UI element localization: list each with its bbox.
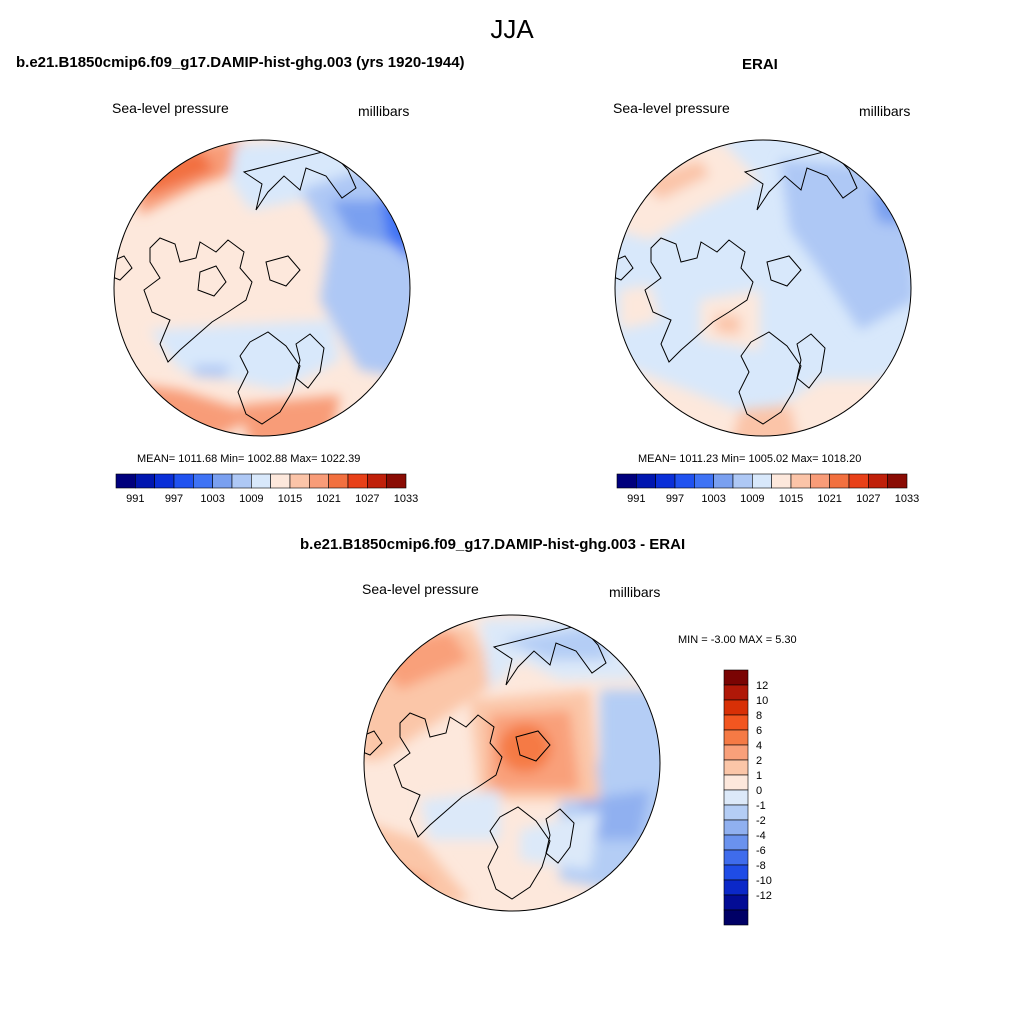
left-polar-map: [114, 140, 410, 436]
diff-colorbar-tick: -1: [756, 800, 766, 812]
right-polar-map: [615, 140, 911, 436]
diff-colorbar-tick: -10: [756, 875, 772, 887]
right-colorbar-tick: 1003: [701, 493, 725, 505]
diff-colorbar-box: [723, 819, 749, 836]
right-colorbar-box: [887, 473, 908, 489]
diff-polar-map: [364, 615, 660, 911]
diff-colorbar-tick: -8: [756, 860, 766, 872]
right-colorbar-box: [616, 473, 637, 489]
diff-colorbar-tick: 8: [756, 710, 762, 722]
diff-panel-title: b.e21.B1850cmip6.f09_g17.DAMIP-hist-ghg.…: [300, 536, 686, 553]
left-panel-title: b.e21.B1850cmip6.f09_g17.DAMIP-hist-ghg.…: [16, 54, 465, 71]
diff-colorbar-box: [723, 699, 749, 716]
right-colorbar-tick: 1027: [856, 493, 880, 505]
diff-colorbar-box: [723, 894, 749, 911]
diff-minmax: MIN = -3.00 MAX = 5.30: [678, 634, 797, 646]
right-panel-title: ERAI: [742, 56, 778, 73]
right-colorbar-box: [636, 473, 656, 489]
diff-colorbar-box: [723, 834, 749, 851]
diff-colorbar-tick: 0: [756, 785, 762, 797]
right-colorbar-tick: 991: [627, 493, 645, 505]
right-colorbar-box: [655, 473, 676, 489]
right-colorbar-tick: 1015: [779, 493, 803, 505]
left-colorbar-box: [367, 473, 387, 489]
diff-colorbar-box: [723, 789, 749, 806]
right-colorbar-box: [674, 473, 695, 489]
diff-colorbar-tick: 6: [756, 725, 762, 737]
diff-colorbar-tick: -4: [756, 830, 766, 842]
right-colorbar-box: [732, 473, 753, 489]
right-colorbar-box: [868, 473, 888, 489]
diff-colorbar-box: [723, 759, 749, 776]
right-colorbar: 991 997 1003 1009 1015 1021 1027 1033: [616, 473, 919, 505]
left-colorbar-tick: 1027: [355, 493, 379, 505]
left-colorbar-box: [115, 473, 136, 489]
left-colorbar-box: [251, 473, 271, 489]
diff-colorbar-box: [723, 804, 749, 821]
right-variable-label: Sea-level pressure: [613, 100, 730, 116]
left-colorbar-tick: 1015: [278, 493, 302, 505]
left-colorbar-box: [173, 473, 194, 489]
diff-units-label: millibars: [609, 584, 661, 600]
diff-colorbar-tick: 10: [756, 695, 768, 707]
right-colorbar-box: [829, 473, 850, 489]
left-variable-label: Sea-level pressure: [112, 100, 229, 116]
left-colorbar-tick: 991: [126, 493, 144, 505]
right-colorbar-box: [752, 473, 772, 489]
diff-colorbar-box: [723, 774, 749, 791]
right-colorbar-box: [713, 473, 734, 489]
right-colorbar-box: [771, 473, 792, 489]
left-colorbar-box: [309, 473, 329, 489]
left-colorbar-box: [154, 473, 175, 489]
left-colorbar-box: [193, 473, 213, 489]
right-units-label: millibars: [859, 103, 911, 119]
right-colorbar-box: [694, 473, 714, 489]
diff-colorbar-box: [723, 684, 749, 701]
right-colorbar-tick: 1021: [817, 493, 841, 505]
left-colorbar-tick: 1021: [316, 493, 340, 505]
left-stats: MEAN= 1011.68 Min= 1002.88 Max= 1022.39: [137, 453, 361, 465]
left-colorbar-box: [270, 473, 291, 489]
diff-colorbar-tick: 2: [756, 755, 762, 767]
left-colorbar-box: [347, 473, 368, 489]
right-colorbar-tick: 1033: [895, 493, 919, 505]
left-colorbar-box: [328, 473, 349, 489]
right-colorbar-box: [848, 473, 869, 489]
left-colorbar-tick: 1003: [200, 493, 224, 505]
left-colorbar-box: [231, 473, 252, 489]
diff-colorbar-tick: -2: [756, 815, 766, 827]
left-colorbar: 991 997 1003 1009 1015 1021 1027 1033: [115, 473, 418, 505]
diff-colorbar-box: [723, 729, 749, 746]
diff-colorbar-box: [723, 864, 749, 881]
diff-colorbar-box: [723, 714, 749, 731]
diff-colorbar-box: [723, 909, 749, 926]
left-colorbar-box: [289, 473, 310, 489]
diff-colorbar-tick: 12: [756, 680, 768, 692]
diff-colorbar-box: [723, 849, 749, 866]
left-colorbar-tick: 1009: [239, 493, 263, 505]
diff-colorbar-box: [723, 669, 749, 686]
diff-colorbar-tick: -12: [756, 890, 772, 902]
diff-colorbar-tick: 1: [756, 770, 762, 782]
figure-title: JJA: [490, 14, 534, 44]
right-stats: MEAN= 1011.23 Min= 1005.02 Max= 1018.20: [638, 453, 862, 465]
diff-colorbar-tick: -6: [756, 845, 766, 857]
left-units-label: millibars: [358, 103, 410, 119]
left-colorbar-tick: 997: [165, 493, 183, 505]
left-colorbar-tick: 1033: [394, 493, 418, 505]
diff-colorbar-tick: 4: [756, 740, 762, 752]
diff-colorbar-box: [723, 879, 749, 896]
right-colorbar-box: [790, 473, 811, 489]
left-colorbar-box: [212, 473, 233, 489]
left-colorbar-box: [135, 473, 155, 489]
diff-variable-label: Sea-level pressure: [362, 581, 479, 597]
right-colorbar-tick: 997: [666, 493, 684, 505]
right-colorbar-box: [810, 473, 830, 489]
right-colorbar-tick: 1009: [740, 493, 764, 505]
left-colorbar-box: [386, 473, 407, 489]
diff-colorbar-box: [723, 744, 749, 761]
